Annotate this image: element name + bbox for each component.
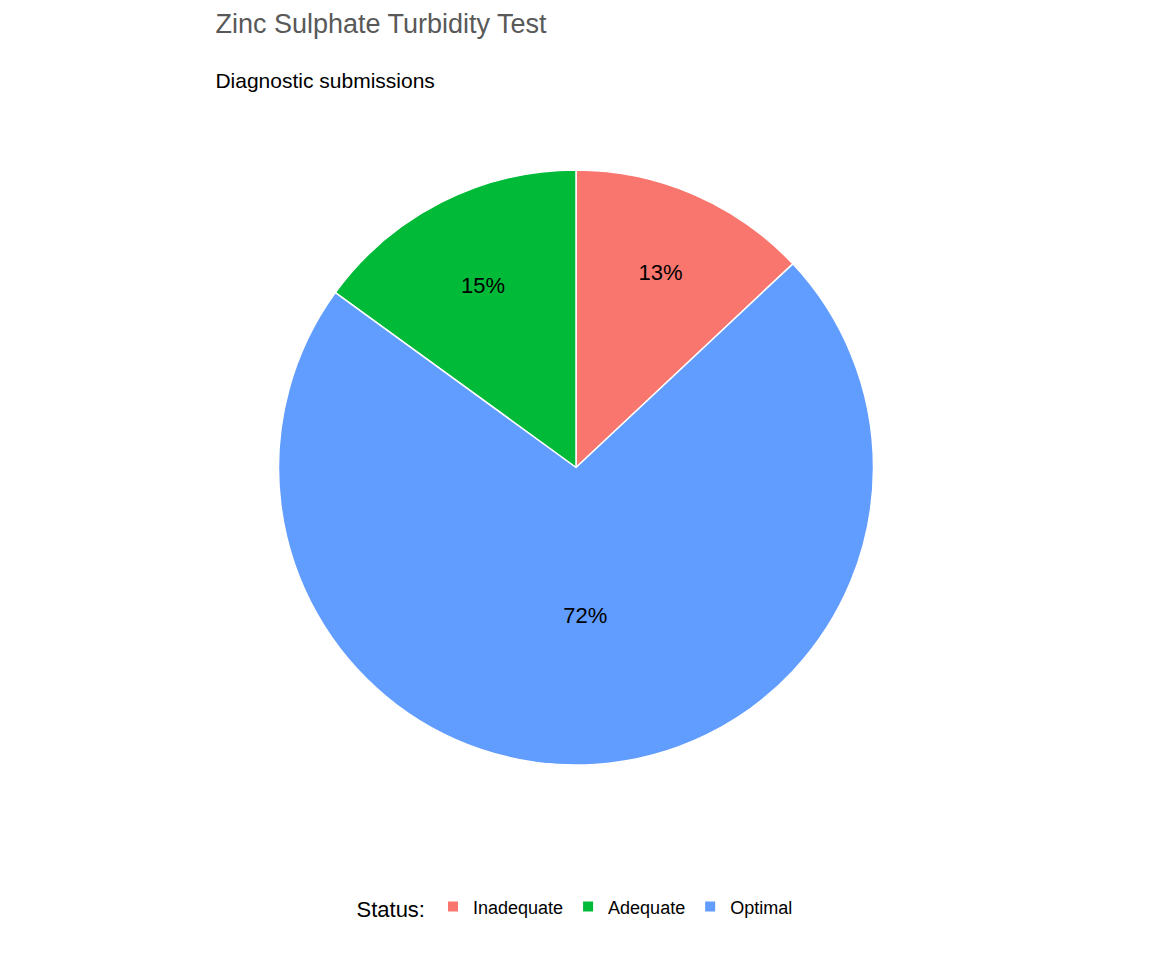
svg-text:13%: 13% [639, 260, 683, 285]
svg-text:Diagnostic submissions: Diagnostic submissions [215, 69, 434, 92]
svg-text:15%: 15% [461, 273, 505, 298]
svg-text:Inadequate: Inadequate [473, 898, 563, 918]
svg-text:72%: 72% [563, 603, 607, 628]
svg-text:Adequate: Adequate [608, 898, 685, 918]
svg-text:Zinc Sulphate Turbidity Test: Zinc Sulphate Turbidity Test [215, 9, 547, 39]
svg-text:Optimal: Optimal [730, 898, 792, 918]
svg-text:Status:: Status: [357, 897, 425, 922]
